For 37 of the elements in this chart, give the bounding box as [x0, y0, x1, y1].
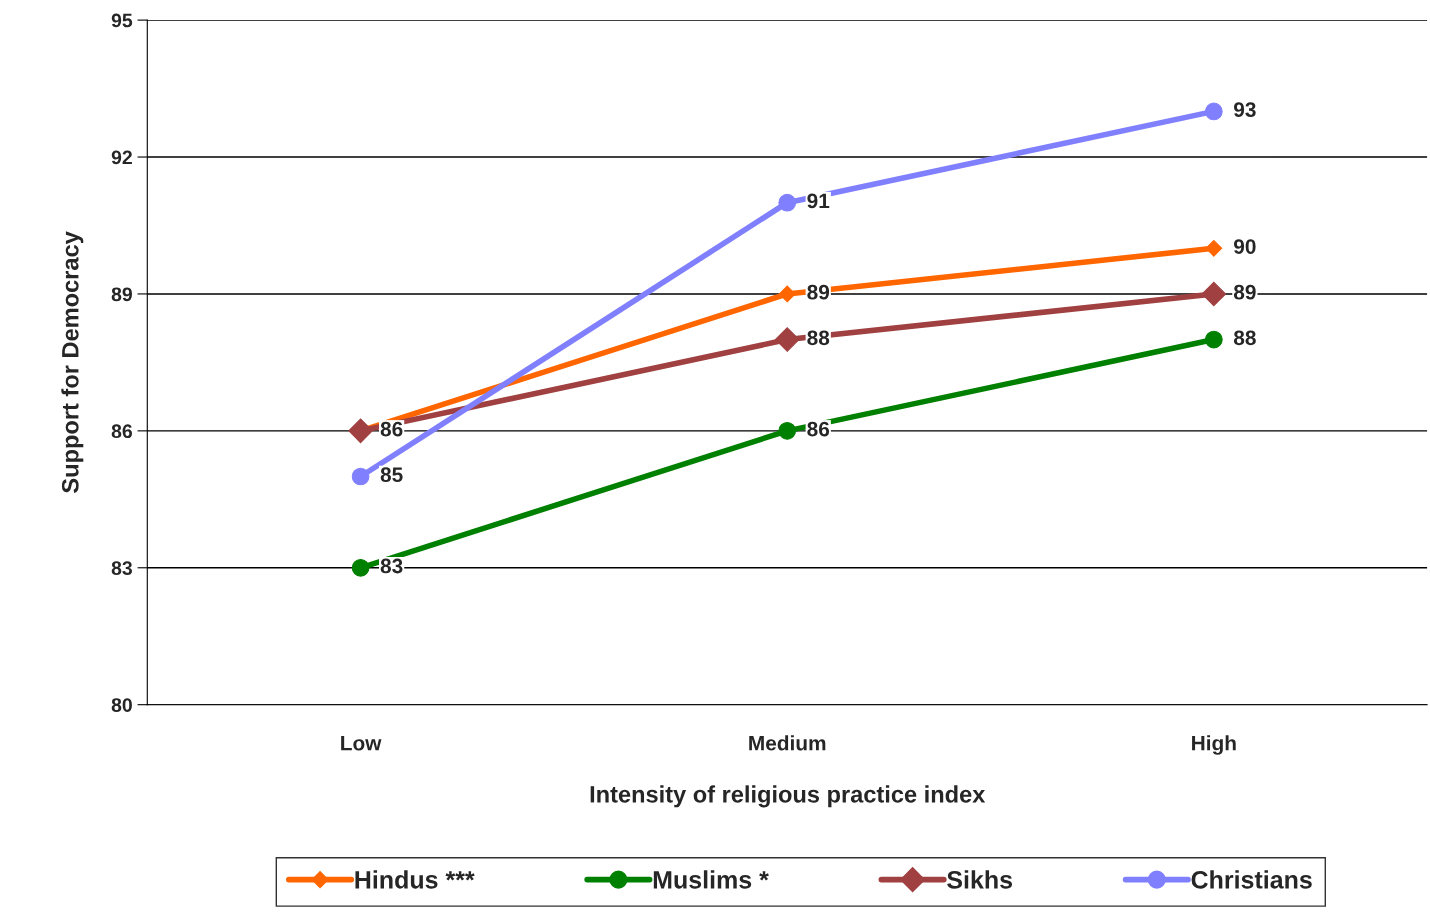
legend-label: Christians [1191, 870, 1312, 889]
data-label: 89 [807, 284, 830, 300]
data-label: 85 [380, 467, 403, 483]
y-tick-label: 86 [111, 424, 133, 439]
point [348, 418, 373, 444]
legend-label: Sikhs [947, 870, 1013, 889]
x-axis-title: Intensity of religious practice index [590, 785, 986, 808]
y-tick-label: 83 [111, 561, 133, 576]
data-label: 93 [1234, 102, 1256, 118]
legend-label: Muslims * [653, 870, 769, 889]
y-tick-label: 89 [111, 287, 132, 302]
data-label: 88 [807, 330, 830, 346]
data-label: 88 [1233, 330, 1256, 346]
data-label: 91 [807, 193, 830, 209]
x-tick-label: High [1192, 735, 1236, 755]
data-label: 83 [380, 558, 403, 574]
point [351, 558, 370, 577]
legend-label: Hindus *** [355, 870, 475, 889]
point [1204, 330, 1223, 349]
point [1205, 239, 1223, 257]
x-tick-label: Medium [749, 735, 826, 751]
point [1204, 102, 1223, 121]
data-label: 90 [1234, 239, 1256, 254]
point [778, 422, 797, 440]
data-label: 86 [380, 421, 403, 437]
data-label: 86 [807, 421, 830, 437]
y-tick-label: 95 [111, 13, 133, 28]
point [1201, 281, 1227, 307]
y-tick-label: 80 [111, 698, 132, 712]
point [351, 467, 370, 486]
point [778, 193, 797, 212]
point [774, 327, 800, 352]
x-tick-label: Low [341, 736, 382, 751]
y-tick-label: 92 [111, 150, 132, 165]
data-label: 89 [1233, 284, 1256, 300]
point [778, 285, 796, 303]
y-axis-title: Support for Democracy [61, 231, 84, 493]
